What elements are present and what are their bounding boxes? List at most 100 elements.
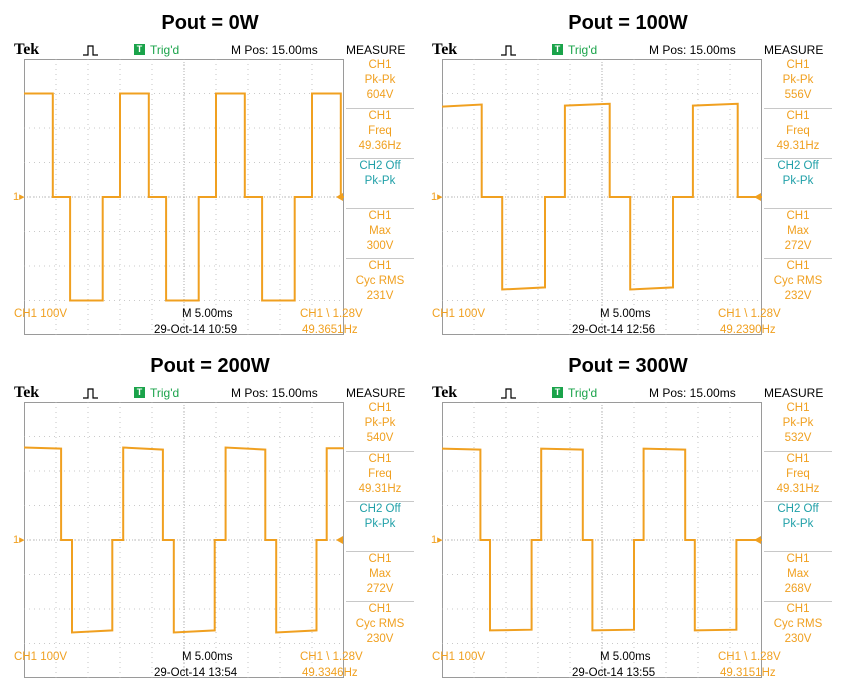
channel-marker-arrow-icon: ▸ (437, 191, 443, 203)
measure-header: MEASURE (346, 386, 406, 400)
measurement-value: 49.31Hz (358, 483, 402, 495)
measurement-type: Cyc RMS (355, 618, 405, 630)
trigger-frequency: 49.3346Hz (302, 667, 358, 679)
trigger-pulse-icon (83, 45, 98, 56)
measure-header: MEASURE (346, 43, 406, 57)
measurement-type: Pk-Pk (364, 175, 396, 187)
measurement-box: CH1 Freq 49.31Hz (764, 451, 832, 500)
measurement-box: CH1 Freq 49.31Hz (764, 108, 832, 157)
timebase-readout: M 5.00ms (600, 651, 651, 663)
measurement-value: 232V (784, 290, 812, 302)
channel-marker-arrow-icon: ▸ (19, 534, 25, 546)
measurement-box: CH1 Cyc RMS 231V (346, 258, 414, 307)
ch1-scale: CH1 100V (14, 651, 68, 663)
m-pos-readout: M Pos: 15.00ms (231, 43, 318, 57)
measurement-type: Pk-Pk (782, 417, 814, 429)
measurement-box: CH1 Cyc RMS 230V (346, 601, 414, 650)
measurement-box: CH1 Pk-Pk 556V (764, 58, 832, 106)
measure-panel: CH1 Pk-Pk 604V CH1 Freq 49.36Hz CH2 Off Pk-Pk CH… (346, 59, 414, 335)
ch1-trace (442, 447, 762, 632)
measurement-channel: CH1 (786, 453, 810, 465)
measurement-box: CH1 Cyc RMS 230V (764, 601, 832, 650)
measurement-type: Max (787, 568, 809, 580)
trigger-badge: T (552, 387, 563, 398)
measure-panel: CH1 Pk-Pk 540V CH1 Freq 49.31Hz CH2 Off Pk-Pk CH… (346, 402, 414, 678)
trigger-info: CH1 \ 1.28V (718, 651, 781, 663)
date-time: 29-Oct-14 12:56 (572, 324, 656, 336)
measurement-channel: CH1 (786, 59, 810, 71)
chart-title: Pout = 100W (568, 12, 688, 34)
measurement-channel: CH1 (786, 210, 810, 222)
ch1-trace (442, 102, 762, 291)
measurement-type: Freq (368, 125, 392, 137)
timebase-readout: M 5.00ms (600, 308, 651, 320)
trigger-pulse-icon (501, 388, 516, 399)
brand-logo: Tek (14, 384, 40, 401)
measurement-type: Max (369, 225, 391, 237)
date-time: 29-Oct-14 13:55 (572, 667, 656, 679)
oscilloscope-screen: Tek T Trig'd M Pos: 15.00ms MEASURE 1▸ CH1 Pk-P… (12, 383, 414, 683)
chart-title: Pout = 0W (161, 12, 259, 34)
trigger-frequency: 49.3151Hz (720, 667, 776, 679)
measurement-box: CH2 Off Pk-Pk (346, 158, 414, 207)
measurement-type: Pk-Pk (782, 518, 814, 530)
channel-marker-arrow-icon: ▸ (437, 534, 443, 546)
measurement-box: CH1 Freq 49.36Hz (346, 108, 414, 157)
measurement-value: 604V (366, 89, 394, 101)
channel-1-ground-marker: 1▸ (431, 534, 443, 546)
brand-logo: Tek (432, 41, 458, 58)
trigger-level-marker (336, 193, 343, 201)
chart-title: Pout = 200W (150, 355, 270, 377)
trigger-badge: T (134, 44, 145, 55)
measurement-value: 231V (366, 290, 394, 302)
measurement-channel: CH1 (368, 110, 392, 122)
trigger-info: CH1 \ 1.28V (300, 308, 363, 320)
trigger-status: Trig'd (150, 43, 180, 57)
m-pos-readout: M Pos: 15.00ms (649, 43, 736, 57)
measurement-channel: CH1 (368, 603, 392, 615)
measurement-type: Cyc RMS (773, 275, 823, 287)
measurement-channel: CH1 (786, 553, 810, 565)
measure-panel: CH1 Pk-Pk 556V CH1 Freq 49.31Hz CH2 Off Pk-Pk CH… (764, 59, 832, 335)
measurement-value: 532V (784, 432, 812, 444)
oscilloscope-screen: Tek T Trig'd M Pos: 15.00ms MEASURE 1▸ CH1 Pk-P… (430, 383, 832, 683)
trigger-frequency: 49.3651Hz (302, 324, 358, 336)
measurement-value: 272V (784, 240, 812, 252)
measurement-value: 49.31Hz (776, 140, 820, 152)
oscilloscope-screen: Tek T Trig'd M Pos: 15.00ms MEASURE 1▸ CH1 Pk-P… (12, 40, 414, 340)
channel-1-ground-marker: 1▸ (431, 191, 443, 203)
measurement-type: Cyc RMS (773, 618, 823, 630)
measure-panel: CH1 Pk-Pk 532V CH1 Freq 49.31Hz CH2 Off Pk-Pk CH… (764, 402, 832, 678)
trigger-info: CH1 \ 1.28V (300, 651, 363, 663)
trigger-badge: T (552, 44, 563, 55)
measurement-box: CH1 Max 272V (346, 551, 414, 600)
chart-title: Pout = 300W (568, 355, 688, 377)
timebase-readout: M 5.00ms (182, 308, 233, 320)
measurement-box: CH1 Max 268V (764, 551, 832, 600)
brand-logo: Tek (432, 384, 458, 401)
measurement-box: CH1 Pk-Pk 532V (764, 401, 832, 449)
measurement-type: Max (369, 568, 391, 580)
measurement-value: 268V (784, 583, 812, 595)
measurement-channel: CH1 (786, 110, 810, 122)
trigger-level-marker (336, 536, 343, 544)
trigger-level-marker (754, 536, 761, 544)
trigger-frequency: 49.2390Hz (720, 324, 776, 336)
brand-logo: Tek (14, 41, 40, 58)
measurement-channel: CH1 (368, 453, 392, 465)
m-pos-readout: M Pos: 15.00ms (649, 386, 736, 400)
trigger-pulse-icon (83, 388, 98, 399)
waveform-plot (442, 402, 762, 678)
measurement-value: 49.31Hz (776, 483, 820, 495)
measurement-channel: CH2 Off (777, 160, 819, 172)
measurement-box: CH2 Off Pk-Pk (764, 501, 832, 550)
m-pos-readout: M Pos: 15.00ms (231, 386, 318, 400)
trigger-status: Trig'd (568, 43, 598, 57)
measurement-channel: CH1 (786, 603, 810, 615)
ch1-trace (24, 92, 344, 302)
trigger-pulse-icon (501, 45, 516, 56)
measurement-channel: CH1 (368, 210, 392, 222)
measurement-channel: CH2 Off (359, 160, 401, 172)
ch1-scale: CH1 100V (432, 651, 486, 663)
measurement-channel: CH1 (368, 402, 392, 414)
